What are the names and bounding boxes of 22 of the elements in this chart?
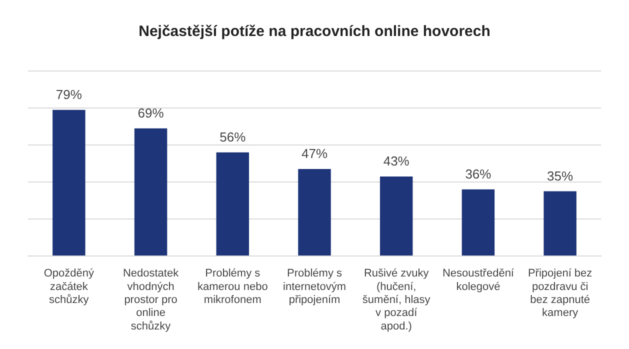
data-label: 69% <box>138 105 164 120</box>
x-tick-label: Problémy s internetovým připojením <box>283 268 346 306</box>
data-label: 35% <box>547 168 574 184</box>
x-tick-label: Nesoustředění kolegové <box>442 268 515 293</box>
x-tick-label: Rušivé zvuky (hučení, šumění, hlasy v pozadí apod.) <box>362 268 431 332</box>
x-tick-label: Problémy s kamerou nebo mikrofonem <box>197 268 268 306</box>
chart-title: Nejčastější potíže na pracovních online hovorech <box>138 23 490 40</box>
x-tick-label: Opožděný začátek schůzky <box>44 268 94 306</box>
data-label: 36% <box>465 166 492 182</box>
bar <box>52 110 86 256</box>
data-label: 79% <box>56 86 82 102</box>
bar <box>544 191 576 256</box>
bar <box>298 169 331 256</box>
data-label: 43% <box>383 154 410 169</box>
bar <box>462 189 495 256</box>
x-tick-label: Nedostatek vhodných prostor pro online schůzky <box>122 268 180 332</box>
bar <box>134 128 168 256</box>
data-label: 56% <box>220 129 246 144</box>
bar <box>216 152 250 256</box>
x-tick-label: Připojení bez pozdravu či bez zapnuté kamery <box>528 268 592 320</box>
bar <box>380 176 413 256</box>
data-label: 47% <box>301 146 328 162</box>
